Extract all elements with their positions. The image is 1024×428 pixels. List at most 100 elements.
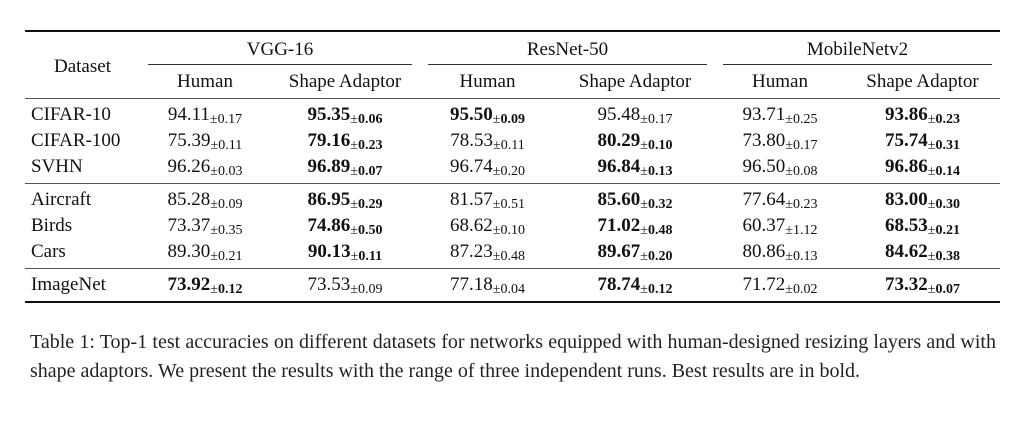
accuracy-cell: 85.28±0.09 bbox=[140, 183, 270, 213]
accuracy-cell: 77.18±0.04 bbox=[420, 268, 555, 303]
table-row: Birds 73.37±0.35 74.86±0.50 68.62±0.10 71.02… bbox=[25, 213, 1000, 239]
range-value: 0.30 bbox=[935, 197, 960, 212]
accuracy-cell: 77.64±0.23 bbox=[715, 183, 845, 213]
accuracy-value: 73.37 bbox=[167, 215, 211, 236]
accuracy-cell: 73.92±0.12 bbox=[140, 268, 270, 303]
accuracy-value: 94.11 bbox=[167, 104, 210, 125]
accuracy-cell: 95.50±0.09 bbox=[420, 98, 555, 128]
accuracy-cell: 75.39±0.11 bbox=[140, 128, 270, 154]
table-caption: Table 1: Top-1 test accuracies on differ… bbox=[30, 331, 996, 382]
accuracy-cell: 95.48±0.17 bbox=[555, 98, 715, 128]
accuracy-cell: 86.95±0.29 bbox=[270, 183, 420, 213]
accuracy-cell: 78.53±0.11 bbox=[420, 128, 555, 154]
accuracy-cell: 73.80±0.17 bbox=[715, 128, 845, 154]
plus-minus-symbol: ± bbox=[640, 164, 648, 179]
plus-minus-symbol: ± bbox=[640, 197, 648, 212]
accuracy-range: ±0.50 bbox=[350, 223, 382, 238]
accuracy-cell: 79.16±0.23 bbox=[270, 128, 420, 154]
range-value: 0.17 bbox=[647, 112, 673, 127]
plus-minus-symbol: ± bbox=[210, 197, 218, 212]
accuracy-value: 80.29 bbox=[597, 130, 641, 151]
accuracy-value: 86.95 bbox=[307, 189, 351, 210]
accuracy-value: 75.39 bbox=[167, 130, 211, 151]
dataset-name: Birds bbox=[31, 215, 73, 236]
plus-minus-symbol: ± bbox=[492, 223, 501, 238]
accuracy-value: 93.71 bbox=[742, 104, 786, 125]
dataset-name: CIFAR-100 bbox=[31, 130, 121, 151]
range-value: 0.48 bbox=[647, 223, 673, 238]
plus-minus-symbol: ± bbox=[210, 138, 219, 153]
accuracy-range: ±0.38 bbox=[928, 249, 960, 264]
accuracy-range: ±0.07 bbox=[350, 164, 382, 179]
range-value: 0.29 bbox=[357, 197, 383, 212]
range-value: 0.12 bbox=[647, 282, 673, 297]
accuracy-value: 93.86 bbox=[885, 104, 928, 125]
accuracy-range: ±0.23 bbox=[350, 138, 382, 153]
range-value: 0.31 bbox=[935, 138, 960, 153]
plus-minus-symbol: ± bbox=[640, 223, 648, 238]
range-value: 0.17 bbox=[217, 112, 243, 127]
accuracy-cell: 71.02±0.48 bbox=[555, 213, 715, 239]
range-value: 0.23 bbox=[357, 138, 383, 153]
accuracy-range: ±0.21 bbox=[210, 249, 242, 264]
range-value: 0.07 bbox=[357, 164, 383, 179]
accuracy-value: 80.86 bbox=[742, 241, 786, 262]
accuracy-range: ±0.08 bbox=[785, 164, 817, 179]
accuracy-cell: 80.86±0.13 bbox=[715, 239, 845, 269]
subheader: Shape Adaptor bbox=[866, 70, 979, 92]
range-value: 0.10 bbox=[647, 138, 673, 153]
table-row: CIFAR-100 75.39±0.11 79.16±0.23 78.53±0.11 8… bbox=[25, 128, 1000, 154]
accuracy-range: ±0.17 bbox=[640, 112, 672, 127]
plus-minus-symbol: ± bbox=[927, 249, 936, 264]
plus-minus-symbol: ± bbox=[927, 282, 936, 297]
accuracy-value: 89.67 bbox=[597, 241, 641, 262]
plus-minus-symbol: ± bbox=[350, 282, 358, 297]
accuracy-range: ±0.03 bbox=[210, 164, 242, 179]
accuracy-cell: 60.37±1.12 bbox=[715, 213, 845, 239]
range-value: 0.08 bbox=[792, 164, 818, 179]
accuracy-range: ±0.06 bbox=[350, 112, 382, 127]
accuracy-range: ±0.32 bbox=[640, 197, 672, 212]
accuracy-range: ±0.23 bbox=[785, 197, 817, 212]
accuracy-value: 96.74 bbox=[450, 156, 493, 177]
accuracy-cell: 95.35±0.06 bbox=[270, 98, 420, 128]
plus-minus-symbol: ± bbox=[492, 112, 501, 127]
dataset-name: ImageNet bbox=[25, 268, 140, 303]
range-value: 0.11 bbox=[358, 249, 383, 264]
range-value: 0.09 bbox=[500, 112, 525, 127]
accuracy-range: ±0.20 bbox=[493, 164, 525, 179]
accuracy-range: ±0.23 bbox=[928, 112, 960, 127]
accuracy-value: 77.64 bbox=[742, 189, 786, 210]
accuracy-range: ±0.25 bbox=[785, 112, 817, 127]
accuracy-value: 79.16 bbox=[307, 130, 351, 151]
accuracy-range: ±0.07 bbox=[928, 282, 960, 297]
accuracy-cell: 96.86±0.14 bbox=[845, 154, 1000, 184]
plus-minus-symbol: ± bbox=[210, 249, 218, 264]
accuracy-value: 81.57 bbox=[450, 189, 493, 210]
accuracy-range: ±0.11 bbox=[493, 138, 525, 153]
range-value: 0.23 bbox=[792, 197, 818, 212]
accuracy-cell: 93.71±0.25 bbox=[715, 98, 845, 128]
table-row: SVHN 96.26±0.03 96.89±0.07 96.74±0.20 96.84±… bbox=[25, 154, 1000, 184]
range-value: 0.14 bbox=[935, 164, 960, 179]
accuracy-range: ±0.13 bbox=[640, 164, 672, 179]
accuracy-value: 96.89 bbox=[307, 156, 351, 177]
range-value: 0.02 bbox=[792, 282, 818, 297]
range-value: 0.21 bbox=[217, 249, 243, 264]
accuracy-cell: 73.53±0.09 bbox=[270, 268, 420, 303]
plus-minus-symbol: ± bbox=[785, 223, 793, 238]
plus-minus-symbol: ± bbox=[640, 249, 648, 264]
accuracy-value: 84.62 bbox=[885, 241, 928, 262]
accuracy-cell: 96.84±0.13 bbox=[555, 154, 715, 184]
accuracy-cell: 93.86±0.23 bbox=[845, 98, 1000, 128]
range-value: 0.07 bbox=[935, 282, 960, 297]
range-value: 0.09 bbox=[217, 197, 243, 212]
accuracy-range: ±0.51 bbox=[493, 197, 525, 212]
range-value: 0.11 bbox=[218, 138, 243, 153]
accuracy-cell: 73.37±0.35 bbox=[140, 213, 270, 239]
range-value: 0.38 bbox=[935, 249, 960, 264]
accuracy-value: 60.37 bbox=[742, 215, 786, 236]
group-header-resnet50: ResNet-50 bbox=[420, 31, 715, 65]
plus-minus-symbol: ± bbox=[210, 282, 218, 297]
plus-minus-symbol: ± bbox=[492, 249, 501, 264]
